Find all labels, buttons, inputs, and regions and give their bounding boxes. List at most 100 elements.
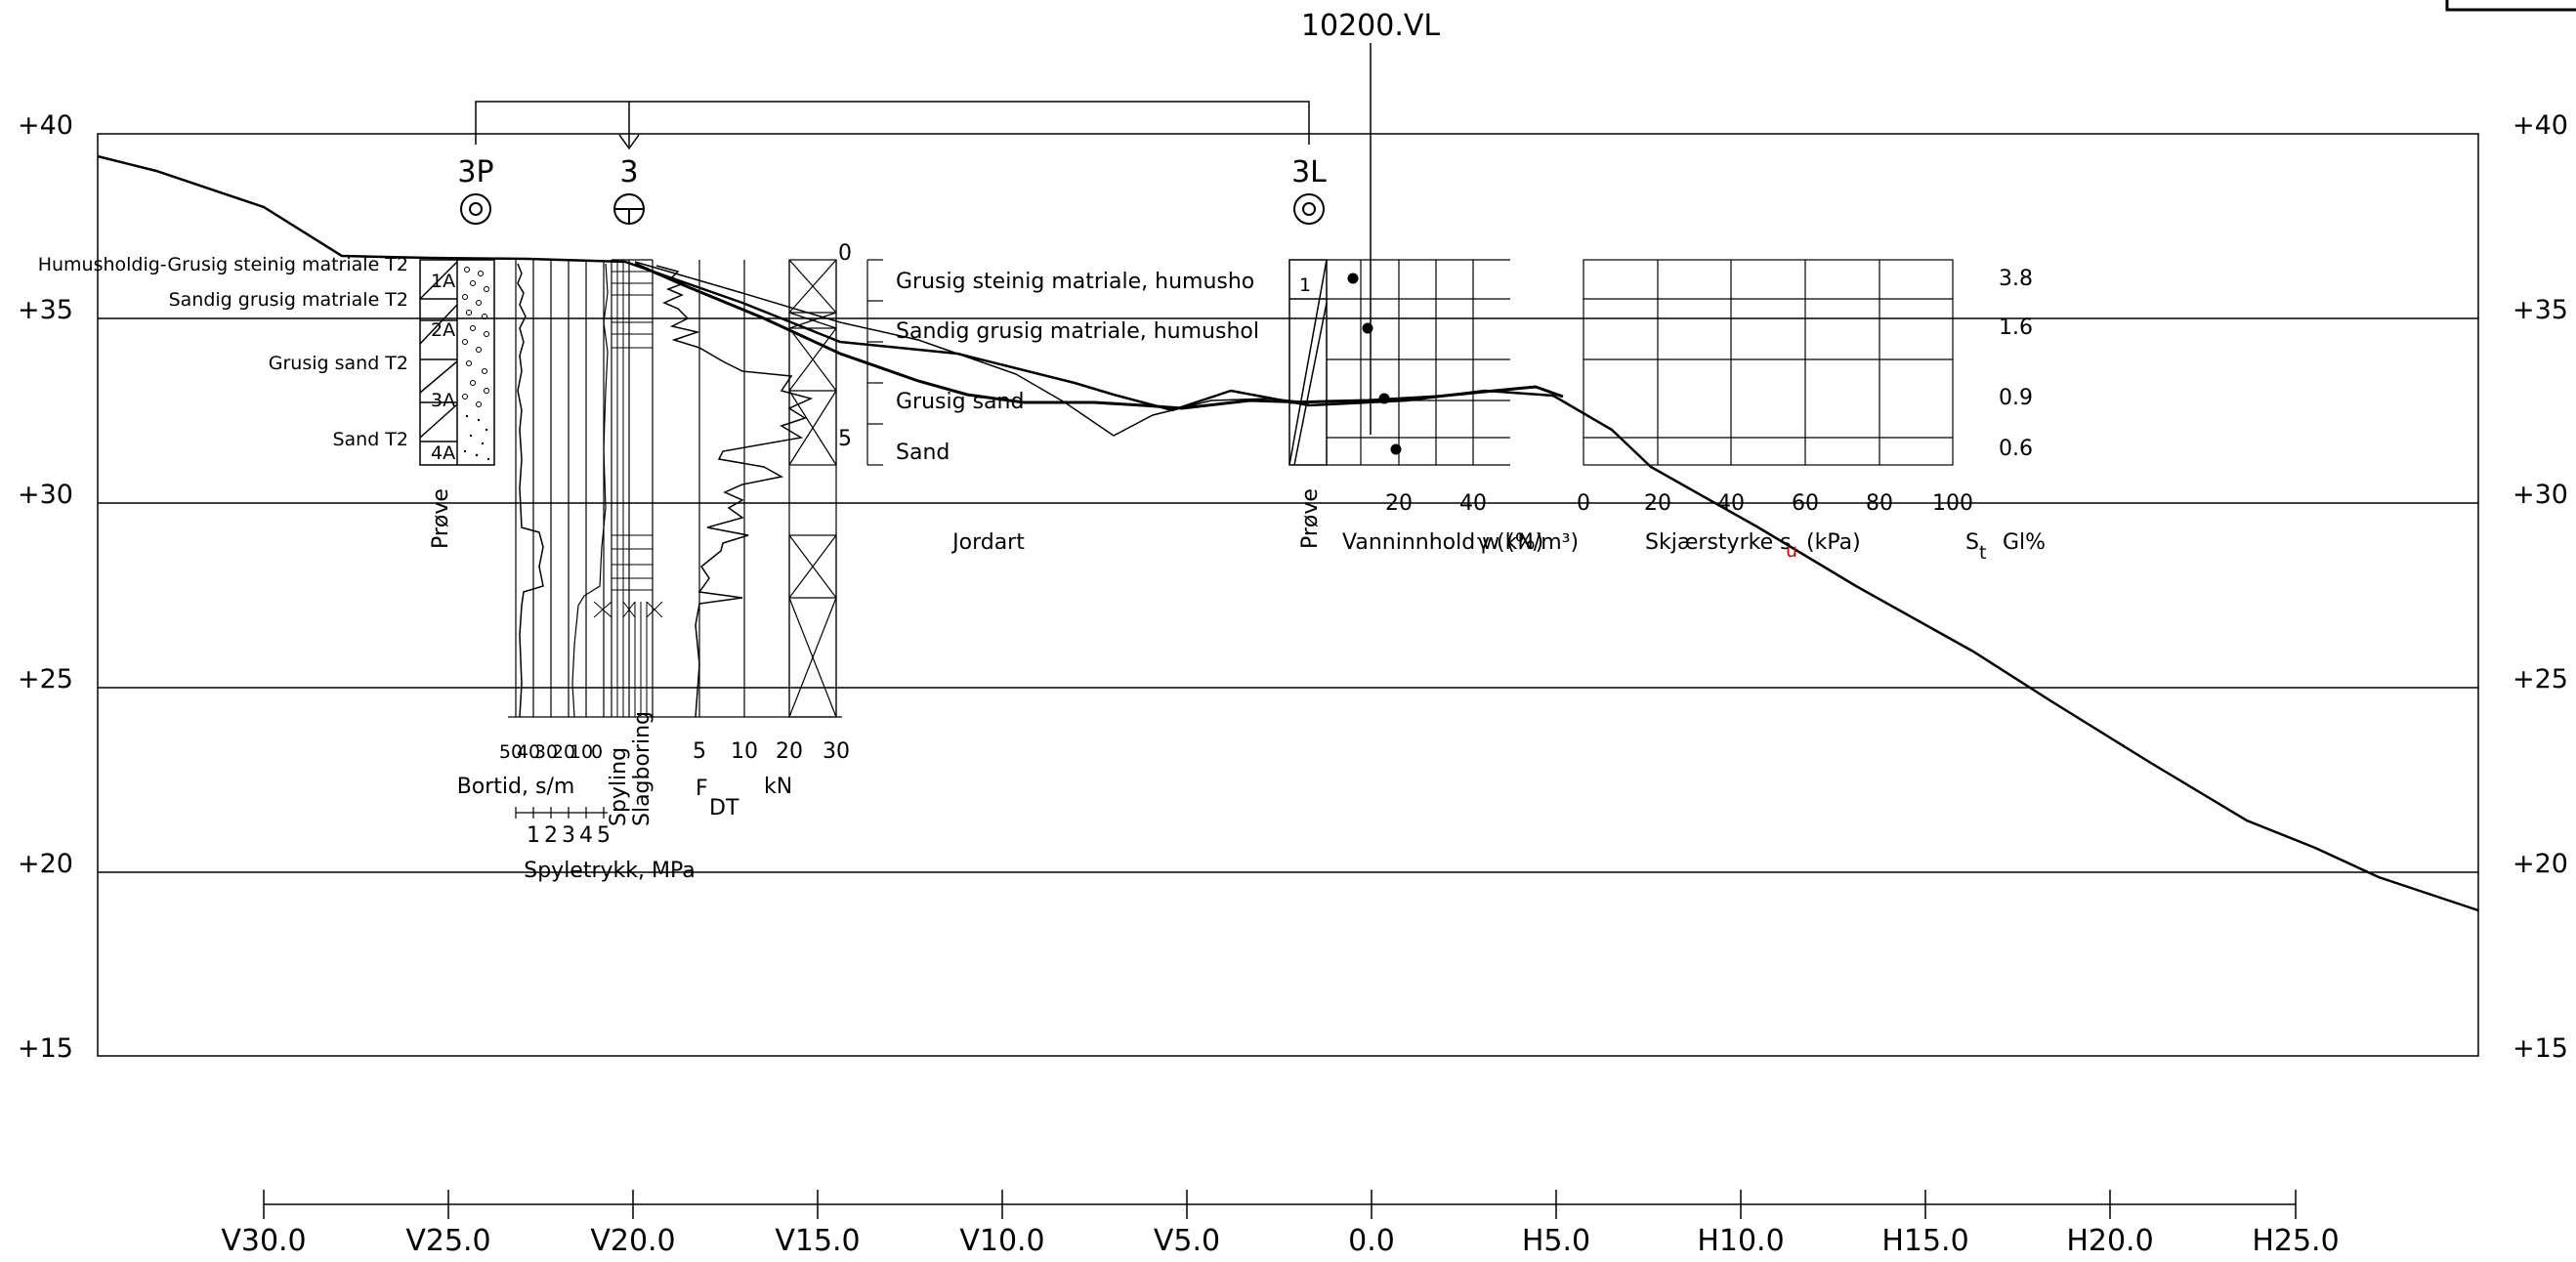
spyletrykk-title: Spyletrykk, MPa bbox=[524, 859, 696, 883]
borehole-id: 3 bbox=[619, 155, 638, 189]
borehole-id: 3P bbox=[457, 155, 493, 189]
bortid-tick: 50 bbox=[499, 741, 523, 763]
shear-strength-grid bbox=[1583, 259, 1954, 466]
spyletrykk-tick: 2 bbox=[544, 823, 558, 848]
layer-label: Humusholdig-Grusig steinig matriale T2 bbox=[38, 254, 408, 275]
water-content-tick: 20 bbox=[1385, 491, 1413, 516]
spyletrykk-curve bbox=[571, 263, 609, 718]
gl-label: Gl% bbox=[2003, 530, 2046, 555]
bortid-tick: 30 bbox=[534, 741, 558, 763]
shear-tick: 40 bbox=[1717, 491, 1745, 516]
soil-layer-description: Sand bbox=[896, 441, 950, 465]
st-subscript: t bbox=[1979, 542, 1986, 564]
sample-id: 2A bbox=[431, 319, 455, 341]
soil-layer-description: Grusig steinig matriale, humusho bbox=[896, 270, 1254, 294]
layer-label: Sandig grusig matriale T2 bbox=[169, 289, 408, 311]
spyletrykk-tick: 4 bbox=[579, 823, 593, 848]
station-label: V10.0 bbox=[959, 1224, 1044, 1258]
slagboring-label: Slagboring bbox=[630, 711, 655, 826]
station-label: H15.0 bbox=[1881, 1224, 1968, 1258]
station-label: H5.0 bbox=[1522, 1224, 1590, 1258]
depth-tick: 5 bbox=[838, 427, 852, 451]
station-label: H25.0 bbox=[2252, 1224, 2339, 1258]
shear-tick: 20 bbox=[1644, 491, 1671, 516]
elevation-label: +20 bbox=[2513, 849, 2568, 879]
depth-scale bbox=[866, 259, 883, 466]
soil-layer-description: Sandig grusig matriale, humushol bbox=[896, 319, 1259, 344]
circle-tee-icon bbox=[613, 193, 645, 225]
gl-value: 3.8 bbox=[1999, 267, 2033, 291]
elevation-label: +40 bbox=[18, 110, 73, 141]
shear-tick: 60 bbox=[1792, 491, 1819, 516]
spyling-label: Spyling bbox=[607, 747, 631, 826]
double-circle-icon bbox=[460, 193, 491, 225]
borehole-connector bbox=[475, 101, 1310, 150]
force-tick: 10 bbox=[731, 739, 758, 764]
bortid-tick: 10 bbox=[570, 741, 593, 763]
elevation-label: +20 bbox=[18, 849, 73, 879]
soil-hatch-column bbox=[788, 259, 837, 718]
force-unit: kN bbox=[764, 775, 792, 799]
sample-log-pattern bbox=[462, 267, 489, 407]
unit-weight-overlay: γ (kN/m³) bbox=[1477, 530, 1579, 555]
elevation-label: +15 bbox=[2513, 1033, 2568, 1064]
elevation-labels-right: +40 +35 +30 +25 +20 +15 bbox=[2513, 110, 2568, 1064]
spyletrykk-tick: 3 bbox=[562, 823, 575, 848]
station-label: 0.0 bbox=[1348, 1224, 1395, 1258]
station-label: V20.0 bbox=[590, 1224, 675, 1258]
gl-value: 0.6 bbox=[1999, 437, 2033, 461]
lab-sample-id: 1 bbox=[1299, 274, 1311, 296]
spyletrykk-tick: 5 bbox=[597, 823, 611, 848]
water-content-title: Vanninnhold w (%) bbox=[1342, 530, 1543, 555]
shear-title: Skjærstyrke s bbox=[1645, 530, 1792, 555]
elevation-label: +40 bbox=[2513, 110, 2568, 141]
elevation-label: +15 bbox=[18, 1033, 73, 1064]
elevation-label: +25 bbox=[2513, 664, 2568, 694]
spyletrykk-axis bbox=[515, 807, 608, 819]
water-content-tick: 40 bbox=[1459, 491, 1487, 516]
sample-column-title: Prøve bbox=[429, 488, 453, 549]
spyletrykk-tick: 1 bbox=[527, 823, 540, 848]
elevation-label: +30 bbox=[18, 480, 73, 510]
shear-tick: 0 bbox=[1577, 491, 1590, 516]
water-content-grid bbox=[1327, 259, 1510, 466]
section-label: 10200.VL bbox=[1301, 9, 1440, 43]
layer-boundaries bbox=[634, 261, 1310, 437]
elevation-label: +35 bbox=[18, 295, 73, 325]
elevation-labels-left: +40 +35 +30 +25 +20 +15 bbox=[18, 110, 73, 1064]
sample-log-dots bbox=[463, 414, 490, 461]
lab-sample-column bbox=[1288, 259, 1328, 466]
layer-label: Sand T2 bbox=[332, 429, 408, 450]
sample-log-left bbox=[419, 259, 495, 466]
gl-value: 0.9 bbox=[1999, 386, 2033, 410]
borehole-id: 3L bbox=[1291, 155, 1327, 189]
force-symbol: F bbox=[696, 777, 708, 801]
terrain-profile bbox=[97, 154, 2479, 912]
force-subscript: DT bbox=[709, 796, 739, 820]
bortid-tick: 20 bbox=[552, 741, 575, 763]
gl-value: 1.6 bbox=[1999, 316, 2033, 340]
sample-id: 3A bbox=[431, 390, 455, 411]
lab-sample-column-title: Prøve bbox=[1298, 488, 1323, 549]
station-label: V30.0 bbox=[221, 1224, 306, 1258]
shear-tick: 100 bbox=[1932, 491, 1973, 516]
station-label: H20.0 bbox=[2066, 1224, 2153, 1258]
layer-label: Grusig sand T2 bbox=[269, 353, 408, 374]
title-block-corner bbox=[2445, 0, 2576, 12]
shear-unit: (kPa) bbox=[1806, 530, 1861, 555]
shear-subscript: u bbox=[1786, 540, 1797, 562]
bortid-tick: 40 bbox=[517, 741, 540, 763]
double-circle-icon bbox=[1293, 193, 1325, 225]
station-label: V15.0 bbox=[775, 1224, 860, 1258]
bortid-curve bbox=[517, 263, 544, 718]
bortid-title: Bortid, s/m bbox=[457, 775, 575, 799]
station-label: V5.0 bbox=[1154, 1224, 1220, 1258]
bortid-tick: 0 bbox=[591, 741, 603, 763]
force-tick: 30 bbox=[823, 739, 850, 764]
force-curve bbox=[655, 265, 814, 718]
force-tick: 5 bbox=[693, 739, 706, 764]
water-content-points bbox=[1347, 273, 1402, 455]
elevation-label: +35 bbox=[2513, 295, 2568, 325]
sample-id: 4A bbox=[431, 442, 455, 464]
